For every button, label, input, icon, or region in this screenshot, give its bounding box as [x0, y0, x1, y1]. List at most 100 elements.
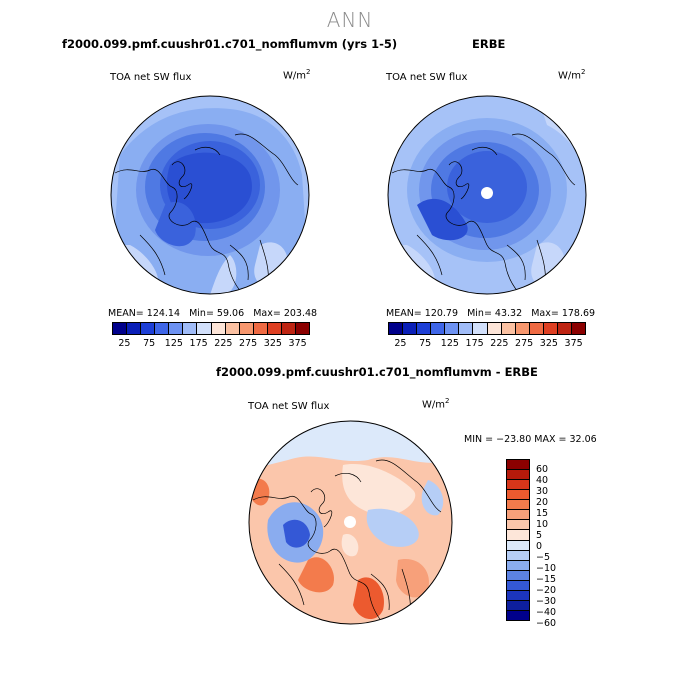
model-polar-map: [110, 95, 310, 295]
colorbar-level-label: 40: [536, 475, 549, 486]
colorbar-level-label: 0: [536, 541, 543, 552]
colorbar-tick-label: 325: [263, 338, 282, 349]
colorbar-tick-label: 375: [564, 338, 583, 349]
obs-colorbar-ticks: 25 75 125 175 225 275 325 375: [388, 338, 586, 349]
colorbar-swatch: [507, 500, 529, 511]
colorbar-swatch: [253, 323, 268, 334]
colorbar-swatch: [141, 323, 156, 334]
colorbar-swatch: [507, 520, 529, 531]
colorbar-swatch: [127, 323, 142, 334]
model-min: Min= 59.06: [189, 308, 245, 319]
model-variable-label: TOA net SW flux: [110, 72, 192, 83]
model-stats: MEAN= 124.14 Min= 59.06 Max= 203.48: [108, 308, 317, 319]
obs-stats: MEAN= 120.79 Min= 43.32 Max= 178.69: [386, 308, 595, 319]
colorbar-swatch: [515, 323, 530, 334]
colorbar-swatch: [507, 600, 529, 611]
colorbar-swatch: [507, 550, 529, 561]
obs-min: Min= 43.32: [467, 308, 523, 319]
colorbar-tick-label: 275: [239, 338, 258, 349]
colorbar-swatch: [403, 323, 418, 334]
colorbar-swatch: [183, 323, 198, 334]
obs-colorbar-swatches: [388, 322, 586, 335]
model-units-label: W/m2: [283, 68, 311, 82]
colorbar-tick-label: 275: [515, 338, 534, 349]
obs-panel-title: ERBE: [472, 37, 506, 51]
obs-mean: MEAN= 120.79: [386, 308, 459, 319]
colorbar-tick-label: 175: [465, 338, 484, 349]
colorbar-swatch: [431, 323, 446, 334]
diff-units-label: W/m2: [422, 397, 450, 411]
colorbar-level-label: −20: [536, 585, 557, 596]
model-colorbar: 25 75 125 175 225 275 325 375: [112, 322, 310, 349]
colorbar-swatch: [572, 323, 586, 334]
diff-colorbar: 60 40 30 20 15 10 5 0 −5 −10 −15 −20 −30 −40 −60: [506, 459, 557, 629]
colorbar-swatch: [507, 590, 529, 601]
obs-colorbar: 25 75 125 175 225 275 325 375: [388, 322, 586, 349]
colorbar-swatch: [557, 323, 573, 334]
colorbar-swatch: [507, 560, 529, 571]
colorbar-swatch: [445, 323, 460, 334]
colorbar-level-label: 10: [536, 519, 549, 530]
obs-variable-label: TOA net SW flux: [386, 72, 468, 83]
colorbar-swatch: [507, 570, 529, 581]
colorbar-swatch: [281, 323, 297, 334]
colorbar-swatch: [211, 323, 226, 334]
colorbar-swatch: [507, 610, 529, 620]
colorbar-level-label: 20: [536, 497, 549, 508]
figure-title: ANN: [326, 8, 374, 32]
colorbar-swatch: [389, 323, 404, 334]
colorbar-tick-label: 125: [440, 338, 459, 349]
colorbar-swatch: [507, 490, 529, 501]
colorbar-tick-label: 75: [143, 338, 156, 349]
colorbar-level-label: 60: [536, 464, 549, 475]
colorbar-swatch: [459, 323, 474, 334]
colorbar-swatch: [487, 323, 502, 334]
colorbar-swatch: [507, 510, 529, 521]
colorbar-level-label: −15: [536, 574, 557, 585]
colorbar-swatch: [225, 323, 240, 334]
colorbar-tick-label: 225: [490, 338, 509, 349]
diff-colorbar-swatches: [506, 459, 530, 621]
colorbar-swatch: [529, 323, 544, 334]
colorbar-tick-label: 225: [214, 338, 233, 349]
colorbar-swatch: [543, 323, 558, 334]
colorbar-tick-label: 25: [394, 338, 407, 349]
colorbar-level-label: −30: [536, 596, 557, 607]
colorbar-swatch: [507, 470, 529, 481]
colorbar-swatch: [417, 323, 432, 334]
obs-polar-map: [387, 95, 587, 295]
colorbar-swatch: [473, 323, 488, 334]
diff-panel-title: f2000.099.pmf.cuushr01.c701_nomflumvm - …: [216, 365, 538, 379]
colorbar-swatch: [501, 323, 516, 334]
colorbar-tick-label: 25: [118, 338, 131, 349]
colorbar-swatch: [239, 323, 254, 334]
model-colorbar-swatches: [112, 322, 310, 335]
colorbar-tick-label: 125: [164, 338, 183, 349]
colorbar-level-label: −40: [536, 607, 557, 618]
colorbar-swatch: [507, 580, 529, 591]
colorbar-swatch: [507, 460, 529, 471]
colorbar-level-label: −10: [536, 563, 557, 574]
colorbar-tick-label: 325: [539, 338, 558, 349]
model-mean: MEAN= 124.14: [108, 308, 181, 319]
colorbar-swatch: [267, 323, 282, 334]
colorbar-tick-label: 375: [288, 338, 307, 349]
colorbar-tick-label: 175: [189, 338, 208, 349]
model-panel-title: f2000.099.pmf.cuushr01.c701_nomflumvm (y…: [62, 37, 398, 51]
colorbar-swatch: [507, 540, 529, 551]
colorbar-level-label: 15: [536, 508, 549, 519]
colorbar-tick-label: 75: [419, 338, 432, 349]
diff-min-max: MIN = −23.80 MAX = 32.06: [464, 434, 597, 445]
colorbar-level-label: 5: [536, 530, 543, 541]
diff-variable-label: TOA net SW flux: [248, 401, 330, 412]
colorbar-level-label: −60: [536, 618, 557, 629]
model-colorbar-ticks: 25 75 125 175 225 275 325 375: [112, 338, 310, 349]
diff-polar-map: [248, 420, 453, 625]
colorbar-swatch: [113, 323, 128, 334]
colorbar-swatch: [169, 323, 184, 334]
colorbar-level-label: −5: [536, 552, 551, 563]
colorbar-swatch: [507, 530, 529, 541]
obs-max: Max= 178.69: [531, 308, 596, 319]
colorbar-swatch: [155, 323, 170, 334]
diff-colorbar-labels: 60 40 30 20 15 10 5 0 −5 −10 −15 −20 −30 −40 −60: [536, 459, 557, 629]
